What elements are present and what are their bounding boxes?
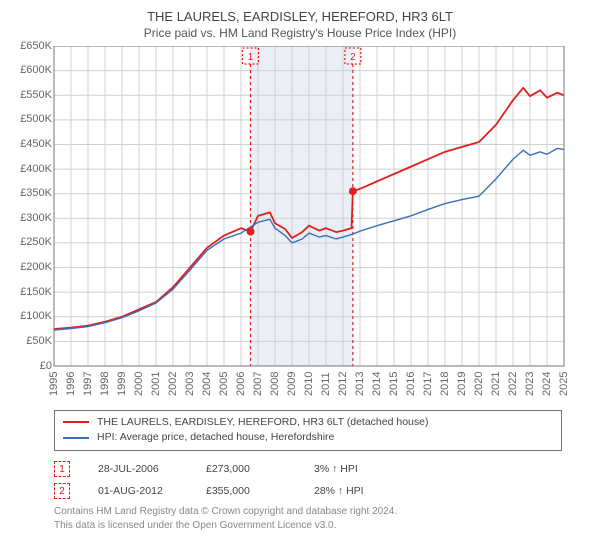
event-row: 1 28-JUL-2006 £273,000 3% ↑ HPI [54,461,562,477]
event-date: 01-AUG-2012 [98,485,178,497]
event-table: 1 28-JUL-2006 £273,000 3% ↑ HPI 2 01-AUG… [54,461,562,499]
x-axis-label: 1999 [116,371,120,395]
event-change: 3% ↑ HPI [314,463,394,475]
y-axis-label: £650K [10,40,52,52]
legend: THE LAURELS, EARDISLEY, HEREFORD, HR3 6L… [54,410,562,452]
y-axis-label: £100K [10,310,52,322]
x-axis-label: 2009 [286,371,290,395]
x-axis-label: 2001 [150,371,154,395]
y-axis-label: £50K [10,335,52,347]
x-axis-label: 2025 [558,371,562,395]
x-axis-label: 2004 [201,371,205,395]
y-axis-label: £450K [10,138,52,150]
x-axis-label: 2003 [184,371,188,395]
legend-label: THE LAURELS, EARDISLEY, HEREFORD, HR3 6L… [97,415,428,431]
x-axis-label: 1997 [82,371,86,395]
x-axis-label: 2019 [456,371,460,395]
x-axis-label: 1995 [48,371,52,395]
x-axis-label: 2024 [541,371,545,395]
event-marker-icon: 1 [54,461,70,477]
footer-line: Contains HM Land Registry data © Crown c… [54,505,562,519]
y-axis-label: £350K [10,187,52,199]
footer-line: This data is licensed under the Open Gov… [54,519,562,533]
y-axis-label: £200K [10,261,52,273]
x-axis-label: 2015 [388,371,392,395]
legend-item: HPI: Average price, detached house, Here… [63,430,553,446]
x-axis-label: 2023 [524,371,528,395]
x-axis-label: 2018 [439,371,443,395]
svg-text:1: 1 [248,52,254,63]
svg-text:2: 2 [350,52,356,63]
x-axis-label: 2017 [422,371,426,395]
y-axis-label: £250K [10,236,52,248]
event-change: 28% ↑ HPI [314,485,394,497]
footer-attribution: Contains HM Land Registry data © Crown c… [54,505,562,532]
chart-title: THE LAURELS, EARDISLEY, HEREFORD, HR3 6L… [10,0,590,26]
y-axis-label: £550K [10,89,52,101]
event-marker-icon: 2 [54,483,70,499]
y-axis-label: £0 [10,360,52,372]
x-axis-label: 2013 [354,371,358,395]
event-date: 28-JUL-2006 [98,463,178,475]
y-axis-label: £150K [10,286,52,298]
x-axis-label: 1996 [65,371,69,395]
event-row: 2 01-AUG-2012 £355,000 28% ↑ HPI [54,483,562,499]
legend-item: THE LAURELS, EARDISLEY, HEREFORD, HR3 6L… [63,415,553,431]
chart-subtitle: Price paid vs. HM Land Registry's House … [10,26,590,40]
y-axis-label: £600K [10,64,52,76]
x-axis-label: 2006 [235,371,239,395]
legend-label: HPI: Average price, detached house, Here… [97,430,334,446]
x-axis-label: 2002 [167,371,171,395]
legend-swatch [63,421,89,423]
x-axis-label: 2007 [252,371,256,395]
chart-container: THE LAURELS, EARDISLEY, HEREFORD, HR3 6L… [0,0,600,560]
x-axis-label: 2012 [337,371,341,395]
y-axis-label: £400K [10,163,52,175]
legend-swatch [63,437,89,439]
x-axis-label: 2010 [303,371,307,395]
event-price: £355,000 [206,485,286,497]
line-chart: 1 2 £0 £50K £100K £150K £200K £250K £300K £350K £4… [10,46,590,400]
y-axis-label: £300K [10,212,52,224]
x-axis-label: 2011 [320,372,324,396]
x-axis-label: 2005 [218,371,222,395]
event-price: £273,000 [206,463,286,475]
x-axis-label: 1998 [99,371,103,395]
x-axis-label: 2022 [507,371,511,395]
x-axis-label: 2020 [473,371,477,395]
x-axis-label: 2014 [371,371,375,395]
x-axis-label: 2016 [405,371,409,395]
y-axis-label: £500K [10,113,52,125]
x-axis-label: 2008 [269,371,273,395]
x-axis-label: 2021 [490,371,494,395]
x-axis-label: 2000 [133,371,137,395]
